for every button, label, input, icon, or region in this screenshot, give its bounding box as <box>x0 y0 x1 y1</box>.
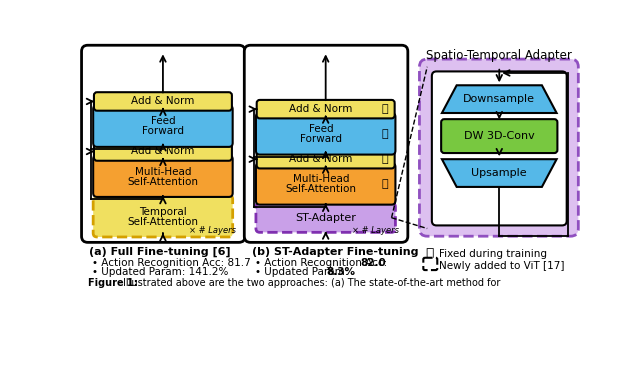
FancyBboxPatch shape <box>432 71 566 225</box>
Text: Spatio-Temporal Adapter: Spatio-Temporal Adapter <box>426 49 572 62</box>
Text: Illustrated above are the two approaches: (a) The state-of-the-art method for: Illustrated above are the two approaches… <box>123 278 500 288</box>
Text: (b) ST-Adapter Fine-tuning: (b) ST-Adapter Fine-tuning <box>252 247 419 257</box>
Text: Add & Norm: Add & Norm <box>289 104 353 114</box>
FancyBboxPatch shape <box>423 258 437 270</box>
Text: Self-Attention: Self-Attention <box>127 176 198 187</box>
FancyBboxPatch shape <box>93 155 233 197</box>
Text: • Action Recognition Acc:: • Action Recognition Acc: <box>255 258 390 268</box>
Text: 🔒: 🔒 <box>382 179 388 189</box>
Text: 🔒: 🔒 <box>382 129 388 139</box>
FancyBboxPatch shape <box>256 163 396 205</box>
Text: 🔒: 🔒 <box>382 104 388 114</box>
FancyBboxPatch shape <box>93 195 233 237</box>
Text: Forward: Forward <box>142 126 184 136</box>
FancyBboxPatch shape <box>81 45 245 242</box>
Text: 🔒: 🔒 <box>425 247 433 261</box>
Polygon shape <box>442 159 557 187</box>
Text: Feed: Feed <box>150 116 175 126</box>
Text: Upsample: Upsample <box>472 168 527 178</box>
FancyBboxPatch shape <box>94 92 232 111</box>
Text: 🔒: 🔒 <box>382 154 388 164</box>
Text: DW 3D-Conv: DW 3D-Conv <box>464 131 534 141</box>
Text: (a) Full Fine-tuning [6]: (a) Full Fine-tuning [6] <box>90 247 231 257</box>
FancyBboxPatch shape <box>94 142 232 161</box>
Text: Fixed during training: Fixed during training <box>439 248 547 259</box>
FancyBboxPatch shape <box>419 59 579 236</box>
Text: Multi-Head: Multi-Head <box>292 174 349 184</box>
FancyBboxPatch shape <box>244 45 408 242</box>
Text: Add & Norm: Add & Norm <box>289 154 353 164</box>
Text: Temporal: Temporal <box>139 207 187 216</box>
Text: Newly added to ViT [17]: Newly added to ViT [17] <box>439 261 564 271</box>
FancyBboxPatch shape <box>257 150 395 169</box>
Text: 82.0: 82.0 <box>360 258 387 268</box>
Text: 8.3%: 8.3% <box>326 267 355 277</box>
Polygon shape <box>442 85 557 113</box>
Text: Figure 1:: Figure 1: <box>88 278 138 288</box>
Text: Self-Attention: Self-Attention <box>127 216 198 227</box>
FancyBboxPatch shape <box>256 113 396 155</box>
Text: • Updated Param: 141.2%: • Updated Param: 141.2% <box>92 267 228 277</box>
Text: Self-Attention: Self-Attention <box>285 184 356 194</box>
Text: Multi-Head: Multi-Head <box>134 167 191 176</box>
FancyBboxPatch shape <box>256 203 396 232</box>
Text: Add & Norm: Add & Norm <box>131 147 195 156</box>
Text: Feed: Feed <box>308 124 333 134</box>
FancyBboxPatch shape <box>441 119 557 153</box>
Text: Downsample: Downsample <box>463 94 535 104</box>
Text: × # Layers: × # Layers <box>351 226 399 234</box>
Text: • Updated Param:: • Updated Param: <box>255 267 352 277</box>
Text: • Action Recognition Acc: 81.7: • Action Recognition Acc: 81.7 <box>92 258 251 268</box>
FancyBboxPatch shape <box>93 105 233 147</box>
Text: × # Layers: × # Layers <box>189 226 236 234</box>
Text: Add & Norm: Add & Norm <box>131 97 195 106</box>
Text: ST-Adapter: ST-Adapter <box>295 213 356 223</box>
Text: Forward: Forward <box>300 134 342 144</box>
FancyBboxPatch shape <box>257 100 395 118</box>
